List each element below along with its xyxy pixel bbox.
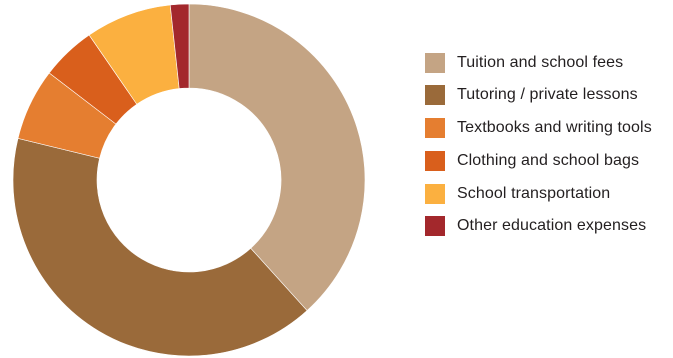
legend-swatch	[425, 216, 445, 237]
legend-item-tuition-and-school-fees: Tuition and school fees	[425, 52, 673, 73]
legend-item-tutoring-private-lessons: Tutoring / private lessons	[425, 85, 673, 106]
legend-swatch	[425, 150, 445, 171]
legend-label: Tuition and school fees	[457, 53, 624, 71]
legend-item-other-education-expenses: Other education expenses	[425, 216, 673, 237]
legend-label: Tutoring / private lessons	[457, 86, 638, 104]
legend-label: Textbooks and writing tools	[457, 119, 652, 137]
legend-item-textbooks-and-writing-tools: Textbooks and writing tools	[425, 118, 673, 139]
legend-label: School transportation	[457, 184, 611, 202]
legend-label: Other education expenses	[457, 217, 647, 235]
legend-item-clothing-and-school-bags: Clothing and school bags	[425, 150, 673, 171]
donut-slice-tutoring-private-lessons	[12, 138, 308, 357]
legend-swatch	[425, 118, 445, 139]
legend-swatch	[425, 85, 445, 106]
legend-item-school-transportation: School transportation	[425, 183, 673, 204]
legend-label: Clothing and school bags	[457, 151, 640, 169]
legend: Tuition and school fees Tutoring / privat…	[425, 52, 673, 249]
donut-slice-other-education-expenses	[169, 3, 190, 89]
donut-plot	[12, 3, 366, 357]
donut-slice-tuition-and-school-fees	[188, 3, 366, 311]
legend-swatch	[425, 183, 445, 204]
legend-swatch	[425, 52, 445, 73]
